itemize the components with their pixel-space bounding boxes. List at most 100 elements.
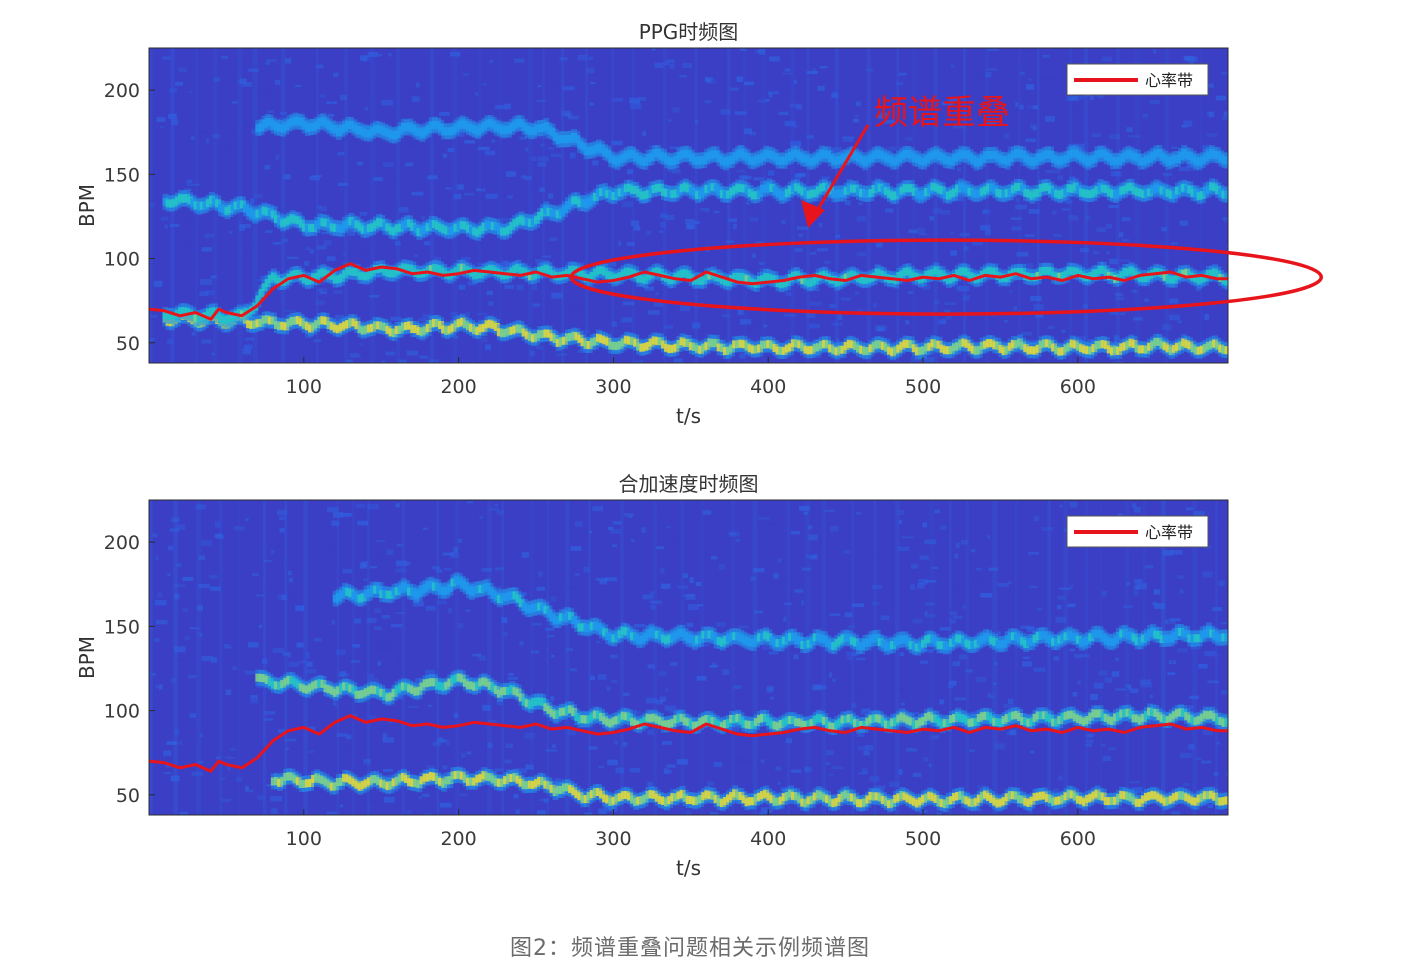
noise-cell bbox=[482, 83, 487, 86]
noise-cell bbox=[1108, 204, 1119, 208]
band-core bbox=[521, 267, 528, 276]
band-core bbox=[1051, 343, 1058, 352]
noise-cell bbox=[1004, 210, 1012, 217]
band-core bbox=[376, 217, 383, 226]
band-core bbox=[809, 795, 816, 804]
band-core bbox=[518, 215, 525, 224]
band-core bbox=[862, 347, 869, 356]
band-core bbox=[311, 322, 318, 331]
noise-cell bbox=[169, 223, 180, 228]
band-core bbox=[1097, 265, 1104, 274]
band-core bbox=[1215, 186, 1222, 195]
band-core bbox=[1057, 191, 1064, 200]
noise-cell bbox=[1028, 551, 1039, 555]
band-core bbox=[784, 278, 791, 287]
band-core bbox=[1131, 340, 1138, 349]
band-core bbox=[512, 325, 519, 334]
noise-cell bbox=[418, 795, 422, 800]
noise-cell bbox=[319, 206, 327, 212]
noise-cell bbox=[970, 696, 975, 702]
noise-cell bbox=[617, 606, 623, 610]
band-core bbox=[763, 149, 770, 158]
band-core bbox=[304, 322, 311, 331]
band-core bbox=[784, 153, 791, 162]
band-core bbox=[741, 151, 748, 160]
band-core bbox=[273, 776, 280, 785]
noise-cell bbox=[754, 610, 764, 614]
band-core bbox=[338, 273, 345, 282]
noise-cell bbox=[547, 635, 555, 638]
noise-cell bbox=[393, 245, 399, 250]
band-core bbox=[1054, 346, 1061, 355]
band-core bbox=[629, 150, 636, 159]
band-core bbox=[273, 321, 280, 330]
noise-cell bbox=[225, 689, 232, 696]
band-core bbox=[843, 790, 850, 799]
noise-cell bbox=[852, 603, 864, 607]
noise-cell bbox=[336, 733, 348, 737]
stripe bbox=[477, 48, 482, 363]
band-core bbox=[719, 276, 726, 285]
band-core bbox=[311, 122, 318, 131]
band-core bbox=[639, 343, 646, 352]
band-core bbox=[698, 189, 705, 198]
band-core bbox=[685, 184, 692, 193]
band-core bbox=[468, 226, 475, 235]
noise-cell bbox=[1100, 744, 1106, 747]
noise-cell bbox=[381, 360, 386, 363]
band-core bbox=[1162, 272, 1169, 281]
noise-cell bbox=[629, 97, 641, 103]
noise-cell bbox=[809, 301, 822, 306]
band-core bbox=[595, 143, 602, 152]
stripe bbox=[1199, 48, 1203, 363]
noise-cell bbox=[707, 781, 714, 786]
band-core bbox=[205, 308, 212, 317]
noise-cell bbox=[419, 355, 429, 359]
band-core bbox=[725, 346, 732, 355]
noise-cell bbox=[366, 637, 371, 643]
band-core bbox=[599, 265, 606, 274]
noise-cell bbox=[898, 519, 902, 524]
noise-cell bbox=[458, 622, 464, 629]
stripe bbox=[546, 500, 550, 815]
band-core bbox=[184, 193, 191, 202]
stripe bbox=[396, 48, 401, 363]
band-core bbox=[1085, 157, 1092, 166]
band-core bbox=[1066, 342, 1073, 351]
band-core bbox=[193, 318, 200, 327]
band-core bbox=[688, 342, 695, 351]
noise-cell bbox=[1035, 313, 1044, 318]
noise-cell bbox=[965, 306, 969, 312]
band-core bbox=[1075, 342, 1082, 351]
band-core bbox=[797, 152, 804, 161]
noise-cell bbox=[924, 580, 937, 583]
band-core bbox=[660, 188, 667, 197]
band-core bbox=[196, 313, 203, 322]
noise-cell bbox=[673, 358, 683, 363]
band-core bbox=[425, 324, 432, 333]
noise-cell bbox=[625, 763, 636, 768]
noise-cell bbox=[1170, 580, 1175, 583]
band-core bbox=[577, 334, 584, 343]
noise-cell bbox=[395, 503, 401, 508]
band-core bbox=[1218, 188, 1225, 197]
band-core bbox=[657, 183, 664, 192]
noise-cell bbox=[457, 538, 463, 544]
noise-cell bbox=[600, 52, 608, 57]
band-core bbox=[794, 183, 801, 192]
noise-cell bbox=[267, 110, 274, 113]
band-core bbox=[503, 125, 510, 134]
noise-cell bbox=[442, 552, 454, 556]
noise-cell bbox=[524, 176, 533, 181]
noise-cell bbox=[957, 167, 962, 172]
band-core bbox=[961, 184, 968, 193]
noise-cell bbox=[155, 619, 168, 625]
noise-cell bbox=[654, 62, 664, 69]
noise-cell bbox=[227, 766, 231, 771]
band-core bbox=[648, 153, 655, 162]
noise-cell bbox=[734, 111, 747, 115]
noise-cell bbox=[259, 323, 272, 329]
noise-cell bbox=[280, 111, 288, 115]
noise-cell bbox=[852, 182, 859, 187]
band-core bbox=[397, 126, 404, 135]
